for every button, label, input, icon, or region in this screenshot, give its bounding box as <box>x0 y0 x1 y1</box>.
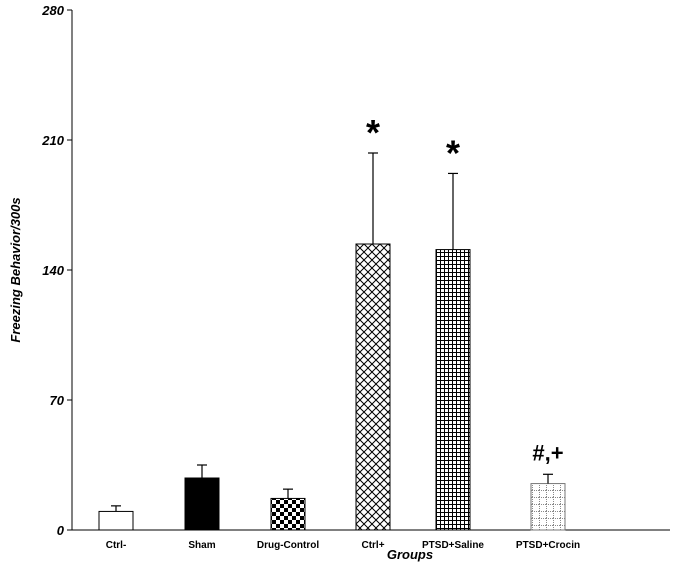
category-label: Drug-Control <box>257 540 319 551</box>
bar-ctrl- <box>98 510 134 531</box>
y-ticks: 0 70 140 210 280 <box>41 3 72 538</box>
significance-marker: #,+ <box>532 440 563 465</box>
bar-ctrl- <box>355 243 391 531</box>
bar-sham <box>184 477 220 531</box>
bar-drug-control <box>270 497 306 531</box>
category-label: Sham <box>188 540 215 551</box>
y-tick-label: 0 <box>57 523 65 538</box>
significance-marker: * <box>366 112 380 153</box>
significance-marker: * <box>446 132 460 173</box>
significance-annotations: * * #,+ <box>366 112 564 465</box>
bars <box>98 243 566 531</box>
y-tick-label: 140 <box>42 263 64 278</box>
category-label: Ctrl+ <box>361 540 384 551</box>
category-labels: Ctrl- Sham Drug-Control Ctrl+ PTSD+Saline PTS… <box>106 540 580 551</box>
category-label: Ctrl- <box>106 540 127 551</box>
y-tick-label: 70 <box>50 393 65 408</box>
category-label: PTSD+Crocin <box>516 540 580 551</box>
x-axis-title: Groups <box>387 547 433 562</box>
y-tick-label: 210 <box>41 133 64 148</box>
error-bars <box>111 152 553 512</box>
bar-ptsd-crocin <box>530 483 566 531</box>
category-label: PTSD+Saline <box>422 540 484 551</box>
y-axis-title: Freezing Behavior/300s <box>8 197 23 342</box>
bar-ptsd-saline <box>435 249 471 531</box>
y-tick-label: 280 <box>41 3 64 18</box>
